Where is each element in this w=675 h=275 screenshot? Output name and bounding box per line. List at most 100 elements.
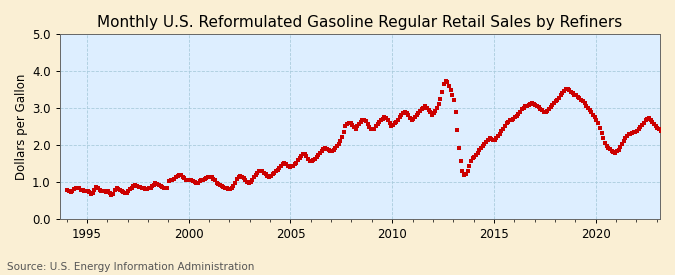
Point (396, 113, 407, 117)
Point (87, 191, 98, 195)
Point (547, 103, 558, 107)
Point (153, 183, 164, 187)
Point (379, 115, 390, 120)
Point (272, 168, 283, 172)
Point (537, 108, 547, 112)
Point (564, 88, 574, 92)
Point (262, 174, 273, 178)
Point (500, 123, 510, 128)
Point (470, 153, 481, 157)
Point (479, 142, 490, 146)
Point (303, 157, 314, 161)
Point (281, 162, 292, 166)
Point (291, 160, 302, 165)
Point (580, 103, 591, 108)
Point (354, 122, 364, 126)
Point (150, 181, 161, 185)
Point (651, 124, 661, 128)
Point (345, 120, 356, 125)
Point (164, 179, 175, 183)
Point (136, 185, 147, 190)
Point (428, 111, 439, 115)
Point (497, 126, 508, 131)
Point (219, 185, 230, 190)
Point (615, 145, 626, 149)
Point (233, 175, 244, 180)
Point (474, 148, 485, 152)
Point (603, 145, 614, 150)
Point (642, 117, 653, 121)
Point (562, 87, 573, 92)
Point (178, 174, 188, 179)
Point (672, 141, 675, 145)
Point (358, 117, 369, 122)
Point (674, 139, 675, 143)
Point (366, 127, 377, 131)
Point (427, 112, 437, 117)
Point (529, 102, 539, 106)
Point (172, 174, 183, 178)
Point (589, 114, 600, 119)
Point (508, 117, 518, 121)
Point (620, 136, 630, 140)
Point (286, 164, 296, 169)
Point (443, 84, 454, 88)
Point (371, 124, 381, 128)
Point (655, 129, 666, 133)
Point (294, 156, 305, 160)
Point (342, 122, 352, 126)
Point (133, 185, 144, 189)
Point (662, 134, 673, 139)
Point (570, 93, 581, 98)
Point (82, 189, 93, 193)
Point (94, 188, 105, 192)
Point (254, 169, 265, 174)
Point (242, 180, 252, 184)
Point (626, 131, 637, 135)
Point (292, 158, 303, 163)
Point (317, 149, 327, 154)
Point (232, 177, 242, 181)
Point (557, 91, 568, 95)
Point (325, 149, 335, 154)
Point (275, 163, 286, 168)
Point (484, 136, 495, 140)
Point (201, 176, 212, 180)
Point (520, 104, 531, 109)
Point (489, 138, 500, 142)
Point (184, 178, 195, 182)
Point (296, 154, 306, 158)
Point (513, 112, 524, 116)
Point (215, 183, 225, 188)
Point (666, 138, 675, 142)
Point (433, 102, 444, 106)
Point (313, 153, 324, 157)
Point (554, 95, 564, 100)
Point (362, 122, 373, 126)
Point (635, 125, 646, 129)
Point (464, 163, 475, 168)
Point (247, 177, 258, 182)
Point (181, 177, 192, 182)
Point (128, 184, 139, 188)
Point (360, 119, 371, 123)
Point (259, 171, 269, 175)
Point (264, 174, 275, 179)
Point (331, 144, 342, 148)
Point (146, 184, 157, 188)
Point (535, 106, 546, 111)
Point (411, 113, 422, 117)
Point (221, 186, 232, 191)
Point (647, 120, 657, 124)
Point (460, 172, 471, 177)
Point (403, 113, 414, 117)
Point (435, 97, 446, 101)
Point (406, 118, 417, 123)
Point (421, 106, 432, 110)
Point (348, 125, 359, 129)
Point (457, 169, 468, 174)
Point (80, 189, 91, 193)
Point (639, 120, 649, 125)
Point (162, 186, 173, 191)
Point (408, 117, 418, 121)
